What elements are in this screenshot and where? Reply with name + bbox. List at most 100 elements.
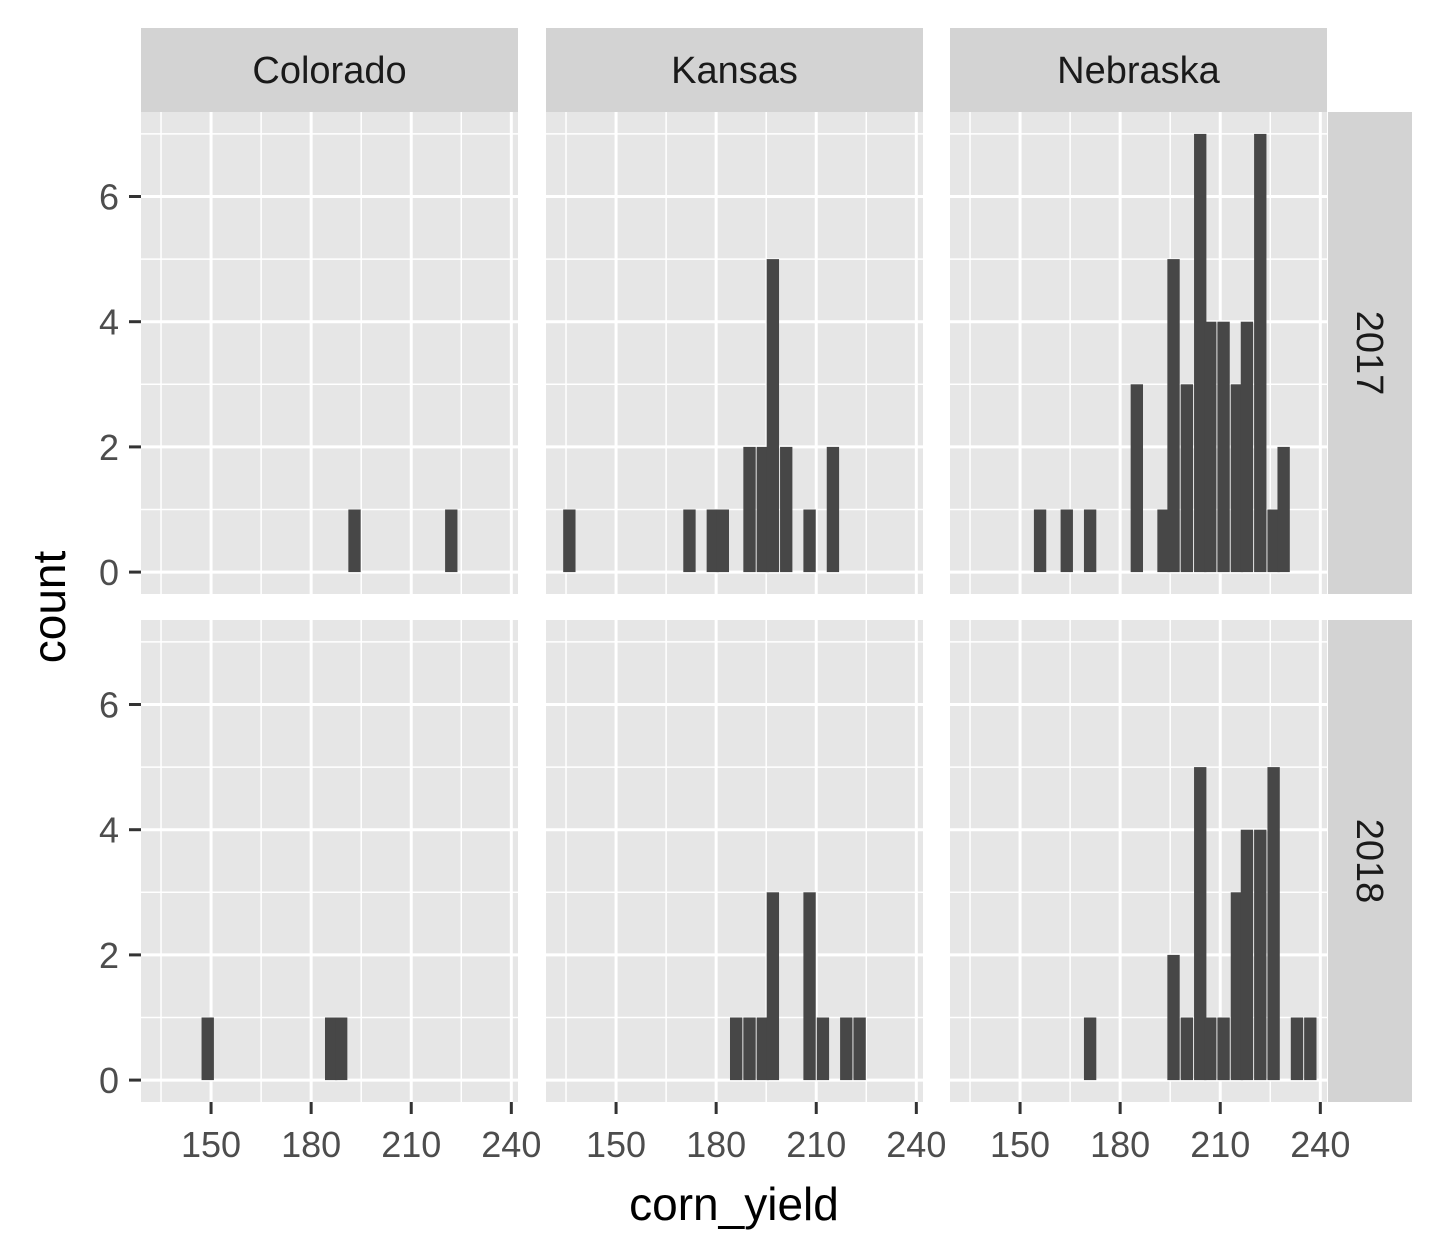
x-tick-label: 210 [381, 1124, 441, 1165]
histogram-bar [1254, 133, 1267, 573]
x-tick-label: 240 [1290, 1124, 1350, 1165]
histogram-bar [1230, 384, 1244, 573]
histogram-bar [1167, 954, 1180, 1081]
histogram-bar [756, 1017, 770, 1081]
panel-kansas-2017 [546, 112, 923, 594]
histogram-bar [1267, 509, 1280, 573]
y-tick-label: 0 [99, 1060, 119, 1101]
histogram-bar [1033, 509, 1047, 573]
panel-kansas-2018 [546, 620, 923, 1102]
y-tick-label: 2 [99, 427, 119, 468]
histogram-bar [1267, 767, 1280, 1081]
histogram-bar [335, 1017, 348, 1081]
row-strip-2018: 2018 [1328, 620, 1412, 1102]
histogram-bar [706, 509, 719, 573]
column-strip-label: Colorado [252, 50, 406, 92]
histogram-bar [324, 1017, 338, 1081]
histogram-bar [1180, 1017, 1194, 1081]
histogram-bar [766, 892, 780, 1081]
x-axis-col-1: 150 180 210 240 [586, 1102, 946, 1165]
histogram-bar [1204, 1017, 1217, 1081]
histogram-bar [826, 446, 840, 573]
histogram-bar [743, 446, 756, 573]
histogram-bar [683, 509, 696, 573]
panel-colorado-2017 [141, 112, 518, 594]
histogram-bar [816, 1017, 830, 1081]
row-strip-label: 2017 [1348, 311, 1390, 396]
y-axis-title: count [23, 551, 75, 664]
histogram-bar [1217, 321, 1230, 573]
x-tick-label: 180 [1090, 1124, 1150, 1165]
histogram-bar [445, 509, 458, 573]
histogram-bar [1240, 829, 1254, 1081]
strip-background [141, 28, 518, 112]
histogram-bar [1130, 384, 1144, 573]
x-tick-label: 210 [786, 1124, 846, 1165]
y-axis-row-1: 0 2 4 6 [99, 685, 141, 1101]
x-tick-label: 150 [990, 1124, 1050, 1165]
histogram-bar [756, 446, 770, 573]
histogram-bar [1157, 509, 1170, 573]
histogram-bar [1204, 321, 1217, 573]
strip-background [1328, 620, 1412, 1102]
column-strip-colorado: Colorado [141, 28, 518, 112]
y-tick-label: 6 [99, 177, 119, 218]
y-tick-label: 4 [99, 302, 119, 343]
x-tick-label: 240 [886, 1124, 946, 1165]
histogram-bar [803, 509, 816, 573]
x-axis-col-2: 150 180 210 240 [990, 1102, 1350, 1165]
histogram-bar [1194, 767, 1207, 1081]
strip-background [546, 28, 923, 112]
x-tick-label: 180 [281, 1124, 341, 1165]
x-axis-col-0: 150 180 210 240 [181, 1102, 541, 1165]
histogram-bar [1304, 1017, 1317, 1081]
strip-background [950, 28, 1327, 112]
histogram-bar [1060, 509, 1073, 573]
histogram-bar [1230, 892, 1244, 1081]
x-tick-label: 150 [586, 1124, 646, 1165]
histogram-bar [348, 509, 361, 573]
histogram-bar [729, 1017, 743, 1081]
histogram-bar [1240, 321, 1254, 573]
histogram-bar [1167, 259, 1180, 573]
histogram-bar [1277, 446, 1290, 573]
histogram-bar [1180, 384, 1194, 573]
panel-nebraska-2017 [950, 112, 1327, 594]
column-strip-nebraska: Nebraska [950, 28, 1327, 112]
panel-colorado-2018 [141, 620, 518, 1102]
panel-background [546, 112, 923, 594]
histogram-bar [1217, 1017, 1230, 1081]
x-axis-title: corn_yield [629, 1178, 839, 1230]
row-strip-label: 2018 [1348, 819, 1390, 904]
column-strip-kansas: Kansas [546, 28, 923, 112]
column-strip-label: Kansas [671, 50, 798, 92]
panel-nebraska-2018 [950, 620, 1327, 1102]
histogram-bar [1083, 1017, 1097, 1081]
histogram-bar [1194, 133, 1207, 573]
strips-layer: Colorado Kansas Nebraska 2017 2018 [141, 28, 1412, 1102]
x-tick-label: 150 [181, 1124, 241, 1165]
histogram-bar [766, 259, 780, 573]
strip-background [1328, 112, 1412, 594]
column-strip-label: Nebraska [1057, 50, 1220, 92]
x-tick-label: 240 [481, 1124, 541, 1165]
histogram-bar [743, 1017, 756, 1081]
axes-layer: 0 2 4 6 0 2 4 6 150 180 210 240 150 180 210 240 150 180 21… [99, 177, 1350, 1165]
histogram-bar [1254, 829, 1267, 1081]
y-tick-label: 2 [99, 935, 119, 976]
panels-layer [141, 112, 1327, 1102]
y-tick-label: 4 [99, 810, 119, 851]
histogram-bar [1290, 1017, 1304, 1081]
histogram-bar [1083, 509, 1097, 573]
y-tick-label: 6 [99, 685, 119, 726]
histogram-bar [780, 446, 793, 573]
x-tick-label: 210 [1190, 1124, 1250, 1165]
y-tick-label: 0 [99, 552, 119, 593]
row-strip-2017: 2017 [1328, 112, 1412, 594]
histogram-bar [853, 1017, 866, 1081]
y-axis-row-0: 0 2 4 6 [99, 177, 141, 593]
histogram-bar [803, 892, 816, 1081]
histogram-bar [716, 509, 729, 573]
x-tick-label: 180 [686, 1124, 746, 1165]
